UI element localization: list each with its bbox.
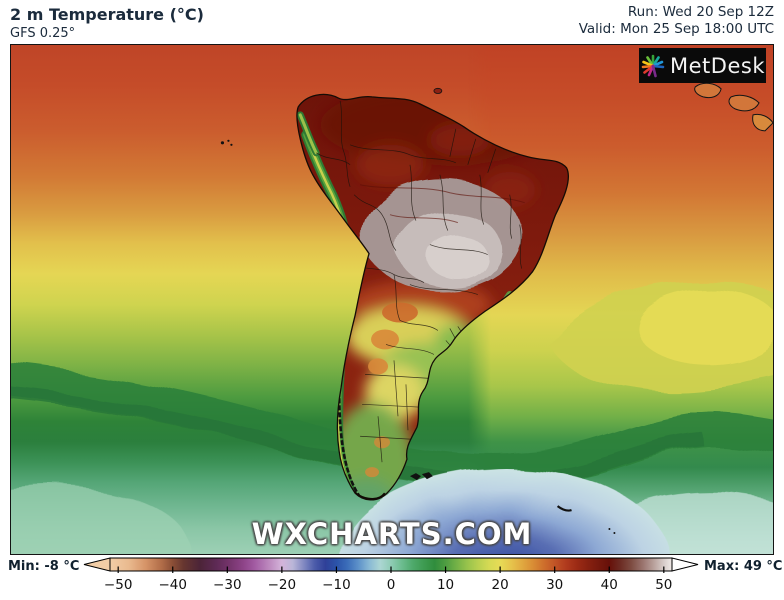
land-temperature-detail xyxy=(296,94,560,500)
colorbar-tick-label: −50 xyxy=(104,577,133,593)
run-label: Run: Wed 20 Sep 12Z xyxy=(627,4,774,20)
metdesk-starburst-icon xyxy=(641,54,665,77)
watermark: WXCHARTS.COM xyxy=(251,517,533,551)
max-label: Max: 49 °C xyxy=(704,559,782,574)
colorbar-tick-label: 30 xyxy=(546,577,563,593)
amazon-rivers xyxy=(359,184,525,224)
colorbar-tick-label: 20 xyxy=(492,577,509,593)
cold-ocean-features xyxy=(11,467,773,554)
colorbar-tick-label: 50 xyxy=(655,577,672,593)
colorbar-tick-label: −30 xyxy=(213,577,242,593)
colorbar-right-arrow xyxy=(671,557,699,572)
chart-title: 2 m Temperature (°C) xyxy=(10,5,204,24)
metdesk-logo: MetDesk xyxy=(639,48,766,83)
colorbar-left-arrow xyxy=(83,557,111,572)
colorbar-tick-label: −10 xyxy=(322,577,351,593)
map-layers xyxy=(11,45,773,554)
colorbar-tick-label: 40 xyxy=(601,577,618,593)
islands xyxy=(220,82,773,535)
metdesk-logo-text: MetDesk xyxy=(670,53,765,78)
temperature-map xyxy=(11,45,773,554)
min-label: Min: -8 °C xyxy=(8,559,79,574)
colorbar: Min: -8 °C −50 −40 −30 −20 −10 0 10 20 30 40 50 Ma… xyxy=(0,556,784,598)
falkland-islands xyxy=(409,473,421,481)
cold-pool xyxy=(340,467,669,554)
atlantic-warm-ridge xyxy=(549,281,773,393)
atlantic-islands xyxy=(694,82,722,99)
colorbar-tick-label: 0 xyxy=(387,577,396,593)
colorbar-tick-label: −40 xyxy=(158,577,187,593)
extreme-heat-gray-patch xyxy=(362,178,522,291)
trinidad-island xyxy=(433,87,443,94)
valid-label: Valid: Mon 25 Sep 18:00 UTC xyxy=(578,21,774,37)
colorbar-svg: Min: -8 °C −50 −40 −30 −20 −10 0 10 20 30 40 50 Ma… xyxy=(8,557,782,593)
colorbar-tick-label: 10 xyxy=(437,577,454,593)
galapagos-islands xyxy=(220,141,225,145)
colorbar-ticks: −50 −40 −30 −20 −10 0 10 20 30 40 50 xyxy=(104,566,672,593)
map-canvas: MetDesk WXCHARTS.COM xyxy=(10,44,774,555)
colorbar-tick-label: −20 xyxy=(268,577,297,593)
south-georgia xyxy=(556,505,572,512)
model-label: GFS 0.25° xyxy=(10,26,76,41)
